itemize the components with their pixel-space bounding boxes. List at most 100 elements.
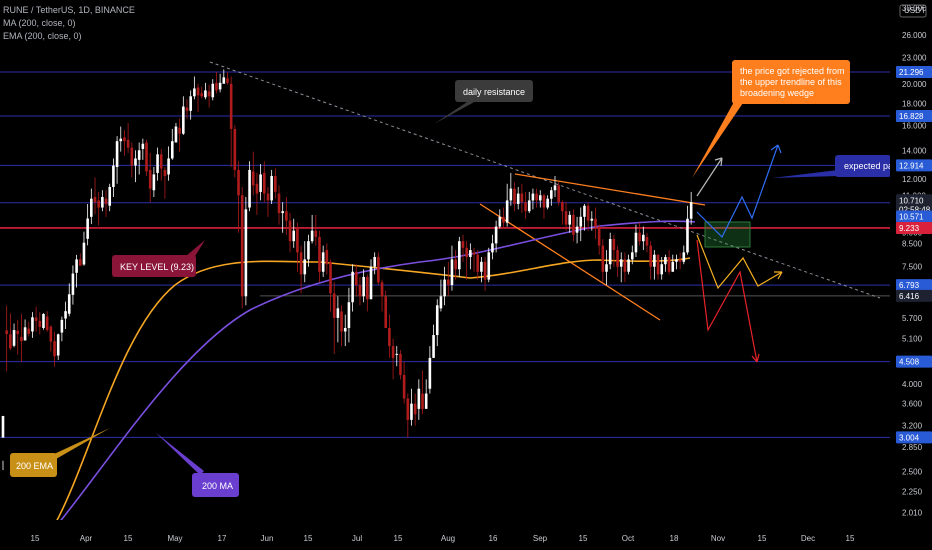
candle-body: [546, 198, 549, 208]
candle-body: [189, 96, 192, 111]
price-tag: [896, 109, 932, 122]
candle-body: [97, 200, 100, 208]
candle-body: [388, 327, 391, 347]
price-tick-label: 3.600: [902, 400, 923, 409]
expected-path-label: expected path: [772, 155, 901, 178]
candle-body: [491, 243, 494, 253]
candle-body: [354, 271, 358, 285]
time-tick-label: 15: [579, 534, 588, 543]
candle-body: [336, 308, 340, 318]
candle-body: [170, 141, 174, 159]
time-tick-label: Jun: [261, 534, 274, 543]
candle-body: [428, 357, 432, 389]
candle-body: [616, 250, 619, 267]
expected-path-label-text: expected path: [844, 161, 901, 171]
expected-path-label-tail: [772, 170, 838, 178]
candle-body: [653, 254, 656, 267]
candle-body: [332, 293, 336, 318]
price-tick-label: 2.010: [902, 508, 923, 517]
time-tick-label: Aug: [441, 534, 455, 543]
candle-body: [137, 150, 141, 160]
candle-body: [505, 200, 509, 223]
candle-body: [395, 353, 399, 355]
candle-body: [369, 266, 373, 300]
candle-body: [82, 242, 86, 265]
time-tick-label: 15: [394, 534, 403, 543]
descending-trendline: [209, 61, 881, 299]
candle-body: [509, 188, 513, 201]
price-tick-label: 20.000: [902, 80, 927, 89]
candle-body: [288, 220, 292, 242]
candle-body: [310, 230, 314, 242]
candle-body: [285, 211, 288, 221]
gray-arrow-head: [714, 157, 723, 167]
annotations: daily resistance the price got rejected f…: [10, 60, 901, 497]
candle-body: [218, 82, 222, 90]
candle-body: [454, 259, 457, 270]
candle-body: [229, 83, 233, 129]
ema-label: 200 EMA: [10, 428, 110, 477]
candle-body: [583, 205, 586, 217]
rejection-note-text: the price got rejected from: [740, 66, 845, 76]
candle-body: [207, 91, 211, 97]
candle-body: [458, 241, 461, 270]
price-tag-label: 6.793: [899, 281, 920, 290]
candle-body: [12, 330, 16, 346]
price-tag: [896, 66, 932, 79]
candle-body: [93, 196, 97, 203]
blue-arrow-head: [770, 144, 782, 154]
time-tick-label: 15: [304, 534, 313, 543]
time-tick-label: 17: [218, 534, 227, 543]
price-axis: 30.000 26.000 23.000 20.000 18.000 16.000 14.0…: [890, 0, 932, 550]
price-tag: [896, 194, 932, 207]
candle-body: [255, 183, 259, 194]
price-tag: [896, 221, 932, 234]
candle-body: [49, 326, 53, 342]
candle-body: [204, 90, 207, 98]
candle-body: [399, 353, 402, 375]
candle-body: [148, 169, 152, 189]
candle-body: [244, 209, 248, 297]
horizontal-levels: [0, 71, 890, 438]
candle-body: [240, 195, 244, 297]
candle-body: [56, 334, 60, 356]
price-tick-label: 23.000: [902, 54, 927, 63]
price-tick-label: 18.000: [902, 99, 927, 108]
candle-body: [152, 174, 156, 191]
candle-body: [134, 158, 137, 166]
time-tick-label: Sep: [533, 534, 548, 543]
candle-body: [23, 327, 27, 341]
price-tag: [896, 289, 932, 302]
price-tick-label: 16.000: [902, 121, 927, 130]
candle-body: [185, 107, 189, 111]
key-level-label-tail: [186, 240, 205, 258]
price-tag-label: 10.710: [899, 196, 924, 205]
candle-body: [321, 252, 325, 272]
price-tick-label: 26.000: [902, 31, 927, 40]
candle-body: [597, 226, 601, 246]
candle-body: [402, 374, 406, 399]
candle-body: [373, 257, 376, 267]
time-tick-label: 15: [31, 534, 40, 543]
candle-body: [538, 195, 542, 201]
rejection-note-text: broadening wedge: [740, 88, 814, 98]
candle-body: [20, 336, 23, 342]
candle-body: [90, 198, 93, 217]
time-tick-label: 15: [758, 534, 767, 543]
candle-body: [318, 236, 321, 272]
price-tick-label: 5.700: [902, 314, 923, 323]
candle-body: [347, 302, 351, 328]
candle-body: [101, 196, 104, 208]
currency-box: [899, 4, 927, 18]
candle-body: [619, 259, 623, 267]
price-tag: [896, 279, 932, 292]
candle-body: [413, 403, 417, 415]
candle-body: [5, 330, 8, 334]
ema-indicator-label: EMA (200, close, 0): [3, 31, 82, 41]
candle-body: [159, 154, 163, 169]
time-tick-label: 16: [489, 534, 498, 543]
candle-body: [156, 154, 159, 173]
candle-body: [266, 193, 270, 201]
price-tag: [896, 355, 932, 368]
